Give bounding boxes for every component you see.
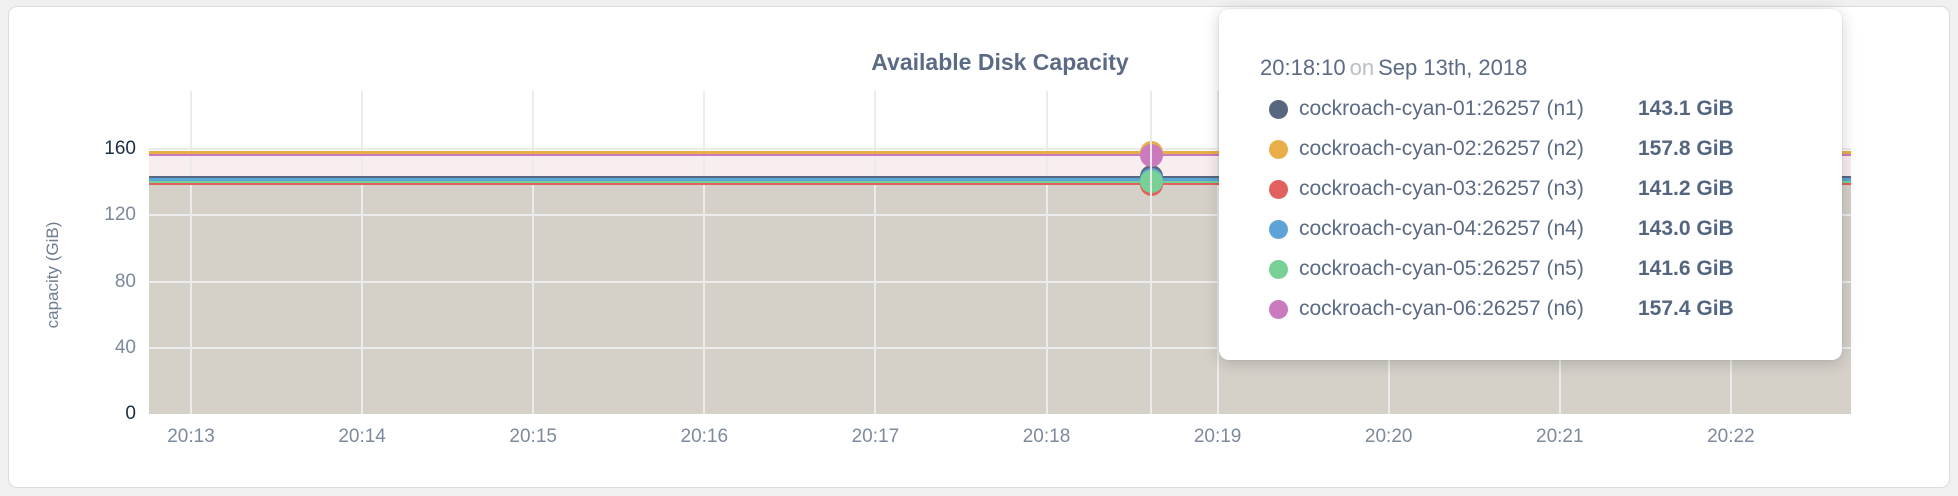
tooltip-series-row: cockroach-cyan-02:26257 (n2) 157.8 GiB	[1260, 129, 1842, 169]
hover-crosshair	[1150, 91, 1152, 414]
tooltip-series-name: cockroach-cyan-02:26257 (n2)	[1299, 137, 1584, 160]
vertical-gridline	[1045, 91, 1048, 414]
tooltip-conjunction: on	[1349, 55, 1375, 80]
tooltip-series-name: cockroach-cyan-06:26257 (n6)	[1299, 297, 1584, 320]
tooltip-date: Sep 13th, 2018	[1378, 55, 1528, 80]
tooltip-series-row: cockroach-cyan-04:26257 (n4) 143.0 GiB	[1260, 209, 1842, 249]
chart-panel: Available Disk Capacity capacity (GiB) 0…	[8, 6, 1950, 488]
tooltip-series-name: cockroach-cyan-05:26257 (n5)	[1299, 257, 1584, 280]
tooltip-series-row: cockroach-cyan-06:26257 (n6) 157.4 GiB	[1260, 289, 1842, 329]
y-tick-label: 40	[114, 336, 136, 358]
tooltip-series-value: 157.8 GiB	[1638, 137, 1734, 160]
series-color-dot-icon	[1269, 139, 1288, 159]
tooltip-series-value: 141.6 GiB	[1638, 257, 1734, 280]
series-color-dot-icon	[1269, 179, 1288, 199]
hover-tooltip: 20:18:10 on Sep 13th, 2018 cockroach-cyan-…	[1219, 9, 1842, 360]
x-tick-label: 20:18	[1022, 426, 1071, 447]
horizontal-gridline	[149, 346, 1851, 349]
vertical-gridline	[361, 91, 364, 414]
tooltip-series-value: 141.2 GiB	[1638, 177, 1734, 200]
tooltip-time: 20:18:10	[1260, 55, 1346, 80]
vertical-gridline	[874, 91, 877, 414]
series-color-dot-icon	[1269, 99, 1288, 119]
tooltip-timestamp: 20:18:10 on Sep 13th, 2018	[1260, 54, 1842, 82]
series-line-n2	[149, 151, 1851, 154]
vertical-gridline	[703, 91, 706, 414]
tooltip-series-row: cockroach-cyan-01:26257 (n1) 143.1 GiB	[1260, 89, 1842, 129]
x-tick-label: 20:16	[680, 426, 729, 447]
horizontal-gridline	[149, 148, 1851, 150]
series-line-n1	[149, 175, 1851, 179]
y-tick-label: 160	[104, 138, 136, 159]
y-tick-label: 0	[125, 403, 136, 424]
x-tick-label: 20:14	[338, 426, 386, 447]
vertical-gridline	[1216, 91, 1219, 414]
x-tick-label: 20:13	[167, 426, 215, 447]
vertical-gridline	[532, 91, 535, 414]
tooltip-series-value: 157.4 GiB	[1638, 297, 1734, 320]
chart-title: Available Disk Capacity	[871, 49, 1129, 75]
x-tick-label: 20:19	[1193, 426, 1242, 447]
y-axis-title: capacity (GiB)	[43, 221, 62, 329]
y-tick-label: 80	[114, 270, 136, 292]
tooltip-series-value: 143.1 GiB	[1638, 97, 1734, 120]
x-tick-label: 20:20	[1364, 426, 1413, 447]
tooltip-series-name: cockroach-cyan-01:26257 (n1)	[1299, 97, 1584, 120]
x-tick-label: 20:22	[1707, 426, 1755, 447]
series-line-n5	[149, 180, 1851, 184]
tooltip-series-list: cockroach-cyan-01:26257 (n1) 143.1 GiB coc…	[1260, 89, 1842, 329]
tooltip-series-name: cockroach-cyan-03:26257 (n3)	[1299, 177, 1584, 200]
tooltip-series-row: cockroach-cyan-05:26257 (n5) 141.6 GiB	[1260, 249, 1842, 289]
horizontal-gridline	[149, 214, 1851, 217]
series-line-n3	[149, 182, 1851, 186]
y-tick-label: 120	[104, 204, 136, 226]
series-line-n4	[149, 178, 1851, 181]
x-tick-label: 20:21	[1536, 426, 1584, 447]
x-tick-label: 20:17	[851, 426, 900, 447]
vertical-gridline	[190, 91, 192, 414]
horizontal-gridline	[149, 280, 1851, 283]
series-line-n6	[149, 153, 1851, 157]
series-color-dot-icon	[1269, 219, 1288, 239]
series-color-dot-icon	[1269, 259, 1288, 279]
tooltip-series-row: cockroach-cyan-03:26257 (n3) 141.2 GiB	[1260, 169, 1842, 209]
x-tick-label: 20:15	[509, 426, 557, 447]
tooltip-series-value: 143.0 GiB	[1638, 217, 1734, 240]
tooltip-series-name: cockroach-cyan-04:26257 (n4)	[1299, 217, 1584, 240]
series-color-dot-icon	[1269, 299, 1288, 319]
